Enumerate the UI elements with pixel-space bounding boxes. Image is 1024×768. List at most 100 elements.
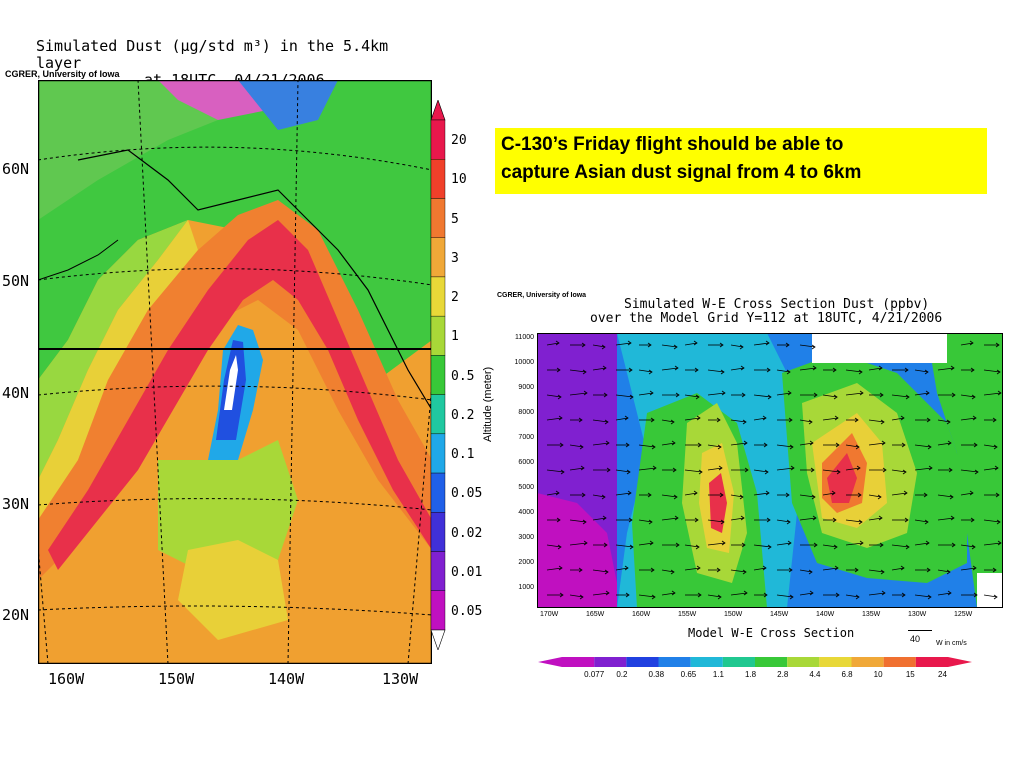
wind-vector-head: [740, 515, 745, 521]
wind-vector-head: [786, 519, 791, 525]
cross-section-plot: [537, 333, 1003, 608]
wind-vector-head: [674, 365, 679, 371]
wind-vector: [914, 392, 930, 396]
wind-vector-head: [834, 565, 839, 571]
wind-vector-head: [716, 417, 721, 423]
wind-vector-head: [813, 542, 818, 548]
wind-vector-head: [813, 392, 818, 398]
hcb-swatch: [883, 657, 916, 667]
wind-vector-head: [767, 394, 772, 400]
wind-vector-head: [924, 369, 929, 375]
wind-vector-head: [675, 542, 680, 548]
wind-vector-head: [992, 417, 997, 423]
colorbar-swatch: [430, 512, 446, 552]
hcb-swatch: [851, 657, 884, 667]
wind-vector-head: [786, 369, 791, 375]
wind-vector-head: [743, 590, 748, 596]
xs-lon-tick: 130W: [908, 611, 927, 618]
wind-vector-head: [925, 540, 930, 546]
wind-vector: [845, 594, 860, 598]
hcb-label: 10: [873, 670, 883, 679]
wind-vector-head: [671, 590, 676, 596]
wind-vector: [937, 367, 955, 371]
wind-vector-head: [716, 567, 721, 573]
wind-vector: [569, 444, 584, 448]
wind-vector-head: [559, 442, 564, 448]
wind-vector: [569, 467, 585, 471]
wind-vector: [684, 417, 701, 421]
wind-vector-head: [970, 367, 975, 373]
wind-vector-head: [948, 467, 953, 473]
wind-vector-head: [719, 492, 724, 498]
wind-vector: [730, 592, 748, 596]
wind-vector-head: [903, 490, 908, 496]
wind-vector-head: [951, 542, 956, 548]
wind-vector: [960, 342, 974, 346]
wind-vector: [546, 342, 560, 346]
wind-vector-head: [880, 419, 885, 425]
colorbar-swatch: [430, 590, 446, 631]
wind-vector-head: [717, 444, 722, 450]
wind-vector: [753, 394, 772, 398]
wind-vector-head: [835, 442, 840, 448]
wind-vector-head: [766, 517, 771, 523]
wind-vector-head: [651, 444, 656, 450]
wind-vector: [960, 394, 976, 398]
map-colorbar: [430, 100, 446, 650]
wind-vector: [891, 469, 907, 473]
wind-vector: [592, 569, 609, 573]
wind-vector: [937, 517, 955, 521]
xs-lon-tick: 150W: [724, 611, 743, 618]
wind-vector-head: [555, 490, 560, 496]
dust-map: [38, 80, 432, 664]
wind-vector: [638, 519, 653, 523]
wind-vector-head: [951, 392, 956, 398]
wind-vector: [960, 469, 979, 473]
wind-vector-head: [788, 567, 793, 573]
xs-xlabel: Model W-E Cross Section: [688, 626, 855, 640]
wind-vector-head: [647, 492, 652, 498]
wind-vector: [776, 444, 794, 448]
colorbar-label: 10: [451, 172, 467, 188]
wind-vector: [546, 394, 562, 398]
wind-vector: [661, 442, 676, 446]
wind-vector-head: [901, 592, 906, 598]
wind-vector: [776, 392, 792, 396]
lon-label-150w: 150W: [158, 670, 195, 688]
wind-vector-head: [627, 340, 632, 346]
wind-vector: [661, 569, 675, 573]
wind-vector: [638, 444, 656, 448]
wind-vector: [845, 369, 863, 373]
wind-vector-head: [718, 465, 723, 471]
wind-vector-head: [950, 365, 955, 371]
wind-vector-head: [834, 415, 839, 421]
wind-vector-head: [950, 515, 955, 521]
wind-vector-head: [971, 394, 976, 400]
wind-vector-head: [809, 440, 814, 446]
wind-vector-head: [879, 392, 884, 398]
wind-vector-head: [993, 444, 998, 450]
wind-vector-head: [923, 492, 928, 498]
altitude-tick: 8000: [518, 409, 534, 416]
wind-vector-head: [831, 490, 836, 496]
wind-vector: [661, 517, 679, 521]
wind-vector: [615, 342, 632, 346]
wind-vector-head: [789, 594, 794, 600]
wind-vector: [638, 392, 654, 396]
xs-credit: CGRER, University of Iowa: [497, 292, 587, 299]
wind-vector-head: [859, 390, 864, 396]
hcb-swatch: [787, 657, 820, 667]
wind-vector-head: [811, 344, 816, 350]
wind-vector-head: [902, 469, 907, 475]
wind-vector-head: [603, 542, 608, 548]
wind-vector: [569, 594, 584, 598]
wind-vector-head: [927, 444, 932, 450]
map-title-line1: Simulated Dust (μg/std m³) in the 5.4km …: [36, 37, 389, 72]
wind-vector-head: [970, 517, 975, 523]
wind-vector-head: [649, 390, 654, 396]
wind-vector: [983, 444, 998, 448]
wind-vector: [730, 569, 747, 573]
wind-vector-head: [812, 515, 817, 521]
wind-vector-head: [969, 340, 974, 346]
wind-vector: [753, 342, 770, 346]
